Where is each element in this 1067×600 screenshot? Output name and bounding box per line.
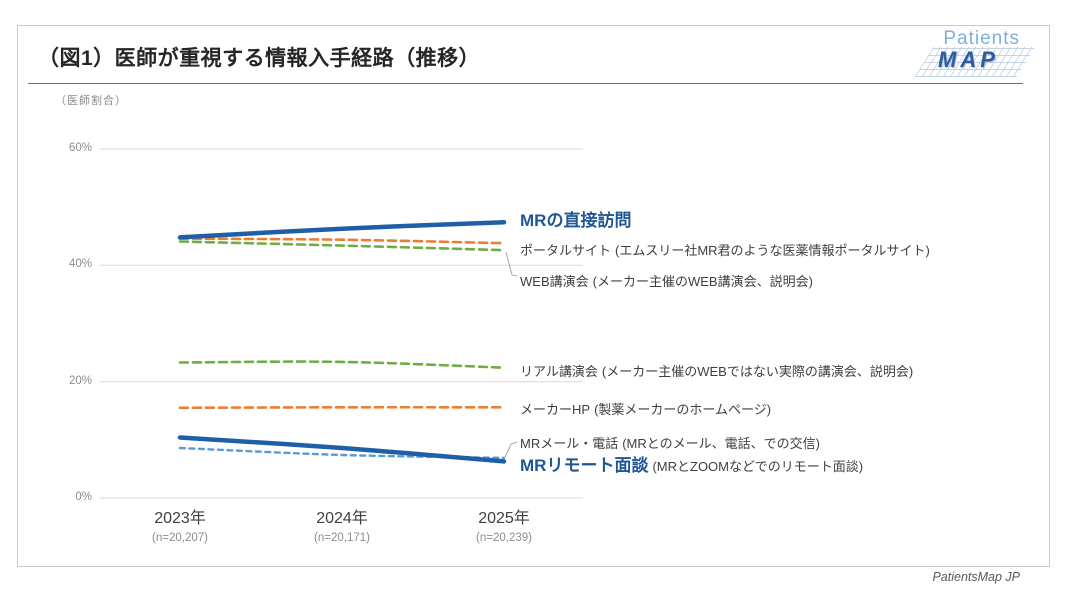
y-tick-label-2: 40% bbox=[68, 258, 92, 271]
series-name: リアル講演会 bbox=[520, 364, 598, 379]
series-label-4: メーカーHP (製薬メーカーのホームページ) bbox=[520, 399, 771, 418]
series-description: (MRとのメール、電話、での交信) bbox=[622, 436, 820, 451]
x-year-label: 2024年 bbox=[316, 510, 368, 527]
series-label-5: MRメール・電話 (MRとのメール、電話、での交信) bbox=[520, 433, 820, 452]
series-line-1 bbox=[178, 237, 506, 245]
chart-frame bbox=[17, 25, 1050, 567]
series-name: MRの直接訪問 bbox=[520, 211, 632, 230]
series-label-6: MRリモート面談 (MRとZOOMなどでのリモート面談) bbox=[520, 451, 863, 476]
series-label-1: ポータルサイト (エムスリー社MR君のような医薬情報ポータルサイト) bbox=[520, 240, 930, 259]
x-axis-label-1: 2024年 (n=20,171) bbox=[257, 504, 427, 544]
y-tick-label-1: 20% bbox=[68, 374, 92, 387]
series-description: (MRとZOOMなどでのリモート面談) bbox=[652, 459, 864, 474]
series-line-0 bbox=[177, 220, 507, 240]
x-sample-size-label: (n=20,171) bbox=[314, 532, 370, 544]
logo-map-block: MAP bbox=[914, 47, 1036, 77]
x-sample-size-label: (n=20,207) bbox=[152, 532, 208, 544]
label-connector-0 bbox=[505, 251, 518, 277]
series-name: メーカーHP bbox=[520, 402, 591, 417]
series-name: MRメール・電話 bbox=[520, 436, 619, 451]
series-line-3 bbox=[178, 360, 506, 369]
series-name: ポータルサイト bbox=[520, 243, 612, 258]
series-description: (製薬メーカーのホームページ) bbox=[594, 402, 772, 417]
y-tick-label-3: 60% bbox=[68, 142, 92, 154]
title-divider bbox=[28, 83, 1023, 84]
x-year-label: 2023年 bbox=[154, 510, 206, 527]
series-label-3: リアル講演会 (メーカー主催のWEBではない実際の講演会、説明会) bbox=[520, 361, 913, 380]
logo-text-map: MAP bbox=[938, 47, 999, 72]
logo-text-patients: Patients bbox=[943, 28, 1020, 49]
series-description: (エムスリー社MR君のような医薬情報ポータルサイト) bbox=[615, 243, 930, 258]
series-line-2 bbox=[178, 240, 506, 252]
series-description: (メーカー主催のWEBではない実際の講演会、説明会) bbox=[601, 364, 914, 379]
footer-credit: PatientsMap JP bbox=[932, 570, 1020, 584]
series-line-6 bbox=[177, 435, 507, 464]
series-description: (メーカー主催のWEB講演会、説明会) bbox=[592, 274, 813, 289]
y-axis-unit-label: （医師割合） bbox=[55, 95, 127, 107]
x-axis-label-2: 2025年 (n=20,239) bbox=[419, 504, 589, 544]
x-year-label: 2025年 bbox=[478, 510, 530, 527]
label-connector-1 bbox=[504, 441, 518, 458]
chart-title: （図1）医師が重視する情報入手経路（推移） bbox=[38, 47, 481, 70]
series-name: WEB講演会 bbox=[520, 274, 589, 289]
x-axis-label-0: 2023年 (n=20,207) bbox=[95, 504, 265, 544]
series-label-2: WEB講演会 (メーカー主催のWEB講演会、説明会) bbox=[520, 271, 813, 290]
x-sample-size-label: (n=20,239) bbox=[476, 532, 532, 544]
series-label-0: MRの直接訪問 bbox=[520, 206, 631, 231]
patientsmap-logo: Patients MAP bbox=[914, 28, 1036, 80]
series-name: MRリモート面談 bbox=[520, 456, 649, 475]
series-line-4 bbox=[178, 405, 506, 410]
y-tick-label-0: 0% bbox=[75, 491, 92, 503]
